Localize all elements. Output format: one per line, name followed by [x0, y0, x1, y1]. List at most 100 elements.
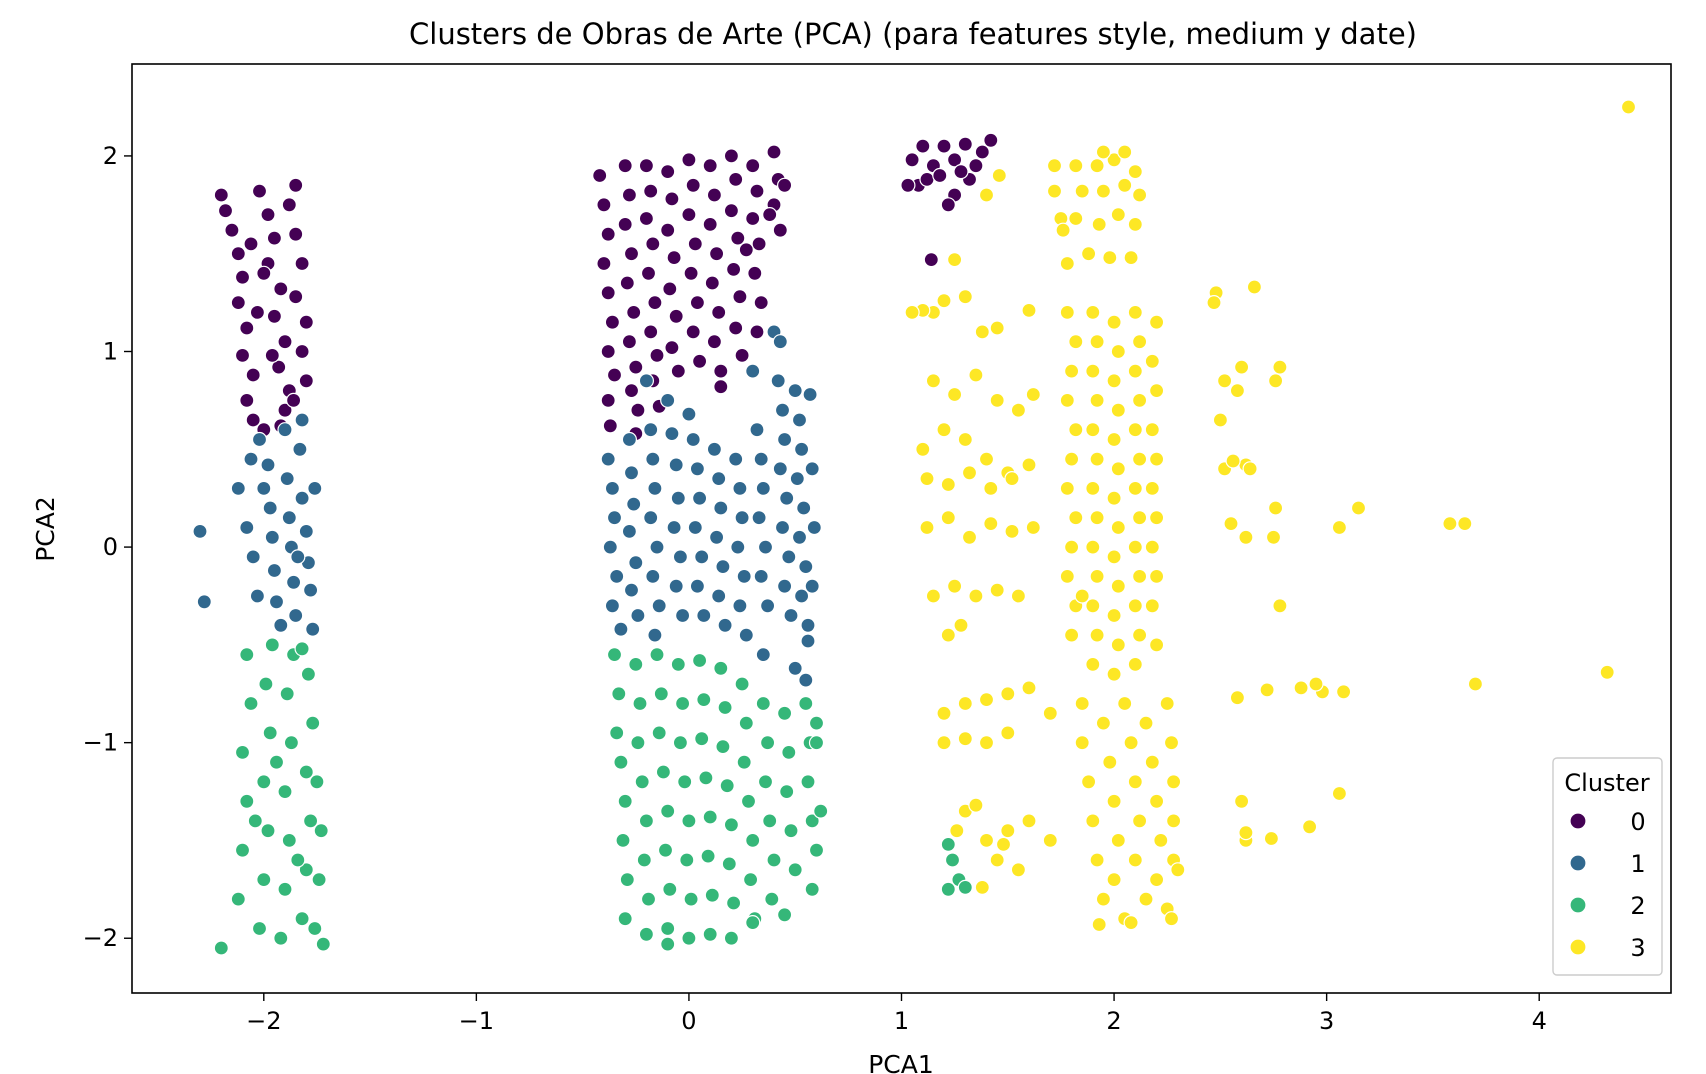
- point-cluster-1: [681, 406, 697, 422]
- point-cluster-3: [904, 304, 920, 320]
- point-cluster-0: [745, 210, 761, 227]
- point-cluster-0: [251, 183, 268, 199]
- point-cluster-2: [779, 783, 795, 800]
- point-cluster-3: [1148, 314, 1165, 330]
- point-cluster-1: [793, 588, 810, 604]
- point-cluster-3: [1153, 832, 1169, 849]
- point-cluster-0: [294, 343, 310, 360]
- point-cluster-2: [309, 774, 325, 790]
- point-cluster-1: [711, 471, 727, 487]
- legend-marker-1: [1569, 854, 1587, 872]
- point-cluster-3: [1080, 774, 1097, 790]
- point-cluster-3: [1233, 359, 1250, 375]
- point-cluster-2: [674, 695, 691, 712]
- point-cluster-2: [757, 774, 774, 790]
- point-cluster-3: [1102, 250, 1118, 266]
- point-cluster-3: [1042, 832, 1058, 849]
- point-cluster-3: [1117, 144, 1133, 160]
- point-cluster-3: [983, 515, 999, 532]
- point-cluster-0: [704, 275, 720, 291]
- point-cluster-2: [804, 881, 820, 897]
- point-cluster-3: [1106, 373, 1122, 389]
- point-cluster-2: [279, 686, 295, 702]
- point-cluster-0: [621, 334, 638, 350]
- point-cluster-0: [640, 265, 657, 281]
- point-cluster-3: [1110, 578, 1126, 594]
- point-cluster-0: [728, 320, 744, 336]
- point-cluster-3: [1331, 519, 1348, 536]
- point-cluster-3: [1620, 99, 1637, 115]
- point-cluster-1: [783, 607, 799, 624]
- point-cluster-0: [628, 359, 644, 375]
- y-tick-label: 2: [103, 142, 118, 170]
- point-cluster-3: [1233, 793, 1250, 809]
- point-cluster-1: [249, 588, 265, 604]
- point-cluster-2: [277, 783, 293, 800]
- point-cluster-3: [936, 735, 952, 751]
- point-cluster-2: [717, 699, 733, 716]
- point-cluster-0: [281, 197, 297, 213]
- point-cluster-1: [689, 578, 706, 594]
- point-cluster-2: [734, 676, 750, 692]
- point-cluster-0: [919, 171, 935, 187]
- point-cluster-1: [793, 441, 810, 457]
- point-cluster-0: [288, 177, 304, 193]
- point-cluster-1: [623, 465, 640, 481]
- point-cluster-1: [290, 549, 306, 565]
- y-tick-label: 1: [103, 338, 118, 366]
- point-cluster-1: [230, 480, 246, 496]
- point-cluster-3: [1074, 183, 1090, 199]
- point-cluster-3: [1110, 519, 1126, 536]
- point-cluster-1: [749, 422, 765, 438]
- point-cluster-0: [234, 347, 251, 363]
- point-cluster-1: [728, 451, 744, 467]
- point-cluster-3: [1144, 353, 1160, 369]
- point-cluster-1: [286, 574, 302, 590]
- point-cluster-2: [740, 793, 757, 809]
- point-cluster-2: [247, 813, 263, 829]
- point-cluster-1: [604, 598, 621, 614]
- point-cluster-3: [1331, 785, 1348, 802]
- point-cluster-3: [1042, 705, 1058, 721]
- point-cluster-1: [694, 549, 710, 565]
- point-cluster-1: [755, 480, 771, 496]
- point-cluster-2: [940, 836, 956, 853]
- point-cluster-2: [783, 823, 799, 839]
- point-cluster-0: [728, 171, 744, 187]
- point-cluster-2: [653, 686, 669, 702]
- x-tick-label: −1: [459, 1007, 494, 1035]
- point-cluster-0: [957, 136, 973, 152]
- point-cluster-0: [604, 314, 621, 330]
- point-cluster-2: [804, 813, 820, 829]
- point-cluster-0: [681, 152, 697, 168]
- point-cluster-2: [651, 725, 667, 741]
- point-cluster-1: [273, 617, 289, 633]
- point-cluster-0: [266, 308, 282, 324]
- point-cluster-1: [689, 461, 706, 477]
- point-cluster-3: [1165, 774, 1182, 790]
- point-cluster-2: [677, 774, 693, 790]
- point-cluster-3: [1267, 373, 1284, 389]
- point-cluster-3: [1293, 680, 1309, 696]
- point-cluster-3: [1021, 457, 1037, 473]
- point-cluster-3: [940, 476, 956, 493]
- legend: Cluster 0 1 2 3: [1552, 757, 1663, 976]
- point-cluster-0: [749, 183, 765, 199]
- point-cluster-1: [298, 523, 314, 540]
- point-cluster-3: [1063, 627, 1080, 643]
- point-cluster-3: [925, 373, 942, 389]
- point-cluster-3: [1127, 774, 1143, 790]
- point-cluster-1: [604, 480, 621, 496]
- point-cluster-3: [1238, 529, 1254, 545]
- point-cluster-2: [298, 764, 314, 780]
- point-cluster-2: [258, 676, 274, 692]
- point-cluster-2: [655, 764, 672, 780]
- point-cluster-0: [936, 138, 952, 154]
- point-cluster-2: [700, 848, 716, 864]
- point-cluster-3: [968, 367, 984, 383]
- point-cluster-1: [800, 617, 816, 633]
- point-cluster-0: [666, 250, 682, 266]
- point-cluster-3: [1106, 431, 1122, 448]
- point-cluster-1: [643, 510, 659, 526]
- point-cluster-1: [730, 539, 746, 555]
